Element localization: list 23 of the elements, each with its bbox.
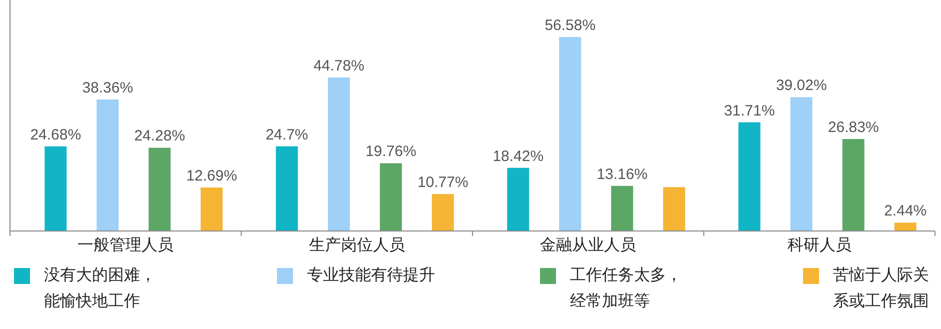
legend-label: 专业技能有待提升 xyxy=(307,266,436,286)
data-label: 12.69% xyxy=(186,167,238,184)
legend-label: 没有大的困难，能愉快地工作 xyxy=(44,266,157,312)
data-label: 19.76% xyxy=(365,143,416,160)
data-label: 13.16% xyxy=(596,166,648,183)
data-label: 31.71% xyxy=(724,102,775,120)
data-label: 10.77% xyxy=(417,174,468,192)
x-tick-label: 科研人员 xyxy=(787,236,852,254)
data-label: 24.7% xyxy=(266,126,308,144)
x-tick-label: 一般管理人员 xyxy=(78,237,174,254)
legend-label: 工作任务太多，经常加班等 xyxy=(570,266,683,312)
data-label: 2.44% xyxy=(884,202,927,220)
data-label: 56.58% xyxy=(544,17,596,34)
x-tick-label: 生产岗位人员 xyxy=(308,236,405,254)
data-label: 44.78% xyxy=(313,57,364,74)
x-tick-label: 金融从业人员 xyxy=(540,236,636,254)
data-label: 39.02% xyxy=(776,77,827,94)
data-label: 38.36% xyxy=(82,79,134,96)
legend-label: 苦恼于人际关系或工作氛围 xyxy=(833,266,930,312)
data-label: 18.42% xyxy=(492,148,544,165)
data-label: 26.83% xyxy=(828,119,879,136)
data-label: 24.28% xyxy=(134,128,186,145)
data-label: 24.68% xyxy=(30,126,82,144)
